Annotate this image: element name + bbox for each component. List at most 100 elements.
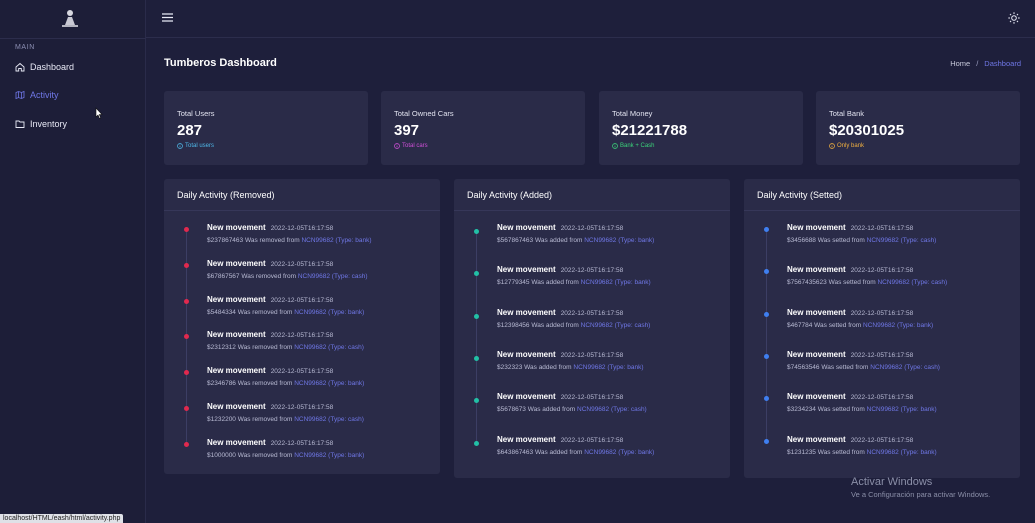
timeline-item: New movement 2022-12-05T16:17:58 $1231235 …: [744, 435, 1020, 459]
movement-amount: $1232200: [207, 416, 236, 423]
movement-target-link[interactable]: NCN99682 (Type: bank): [573, 363, 644, 371]
timeline-dot-icon: [184, 298, 189, 304]
movement-target-link[interactable]: NCN99682 (Type: bank): [866, 406, 937, 414]
topbar: [146, 0, 1035, 38]
movement-target-link[interactable]: NCN99682 (Type: cash): [297, 272, 368, 280]
sidebar-item-dashboard[interactable]: Dashboard: [15, 59, 74, 75]
timeline-dot-icon: [184, 370, 189, 376]
movement-timestamp: 2022-12-05T16:17:58: [560, 436, 624, 444]
home-icon: [15, 62, 25, 72]
movement-amount: $12779345: [497, 279, 530, 287]
movement-title: New movement 2022-12-05T16:17:58: [497, 308, 623, 317]
movement-target-link[interactable]: NCN99682 (Type: cash): [877, 279, 948, 287]
movement-target-link[interactable]: NCN99682 (Type: bank): [866, 448, 937, 456]
activity-panel: Daily Activity (Added) New movement 2022-1…: [454, 179, 730, 478]
timeline-dot-icon: [184, 262, 189, 268]
movement-timestamp: 2022-12-05T16:17:58: [850, 267, 914, 275]
movement-action: Was added from: [527, 406, 576, 414]
movement-action: Was setted from: [814, 321, 862, 329]
timeline-dot-icon: [474, 440, 479, 446]
movement-amount: $2346786: [207, 380, 236, 388]
movement-description: $3456688 Was setted from NCN99682 (Type:…: [787, 237, 936, 244]
sun-icon[interactable]: [1008, 12, 1020, 24]
movement-amount: $74563546: [787, 363, 820, 371]
movement-target-link[interactable]: NCN99682 (Type: cash): [580, 321, 651, 329]
stat-card-value: 397: [394, 122, 420, 139]
timeline-item: New movement 2022-12-05T16:17:58 $75674356…: [744, 265, 1020, 289]
movement-timestamp: 2022-12-05T16:17:58: [560, 309, 624, 317]
movement-target-link[interactable]: NCN99682 (Type: bank): [294, 308, 365, 316]
stat-card-title: Total Owned Cars: [394, 109, 454, 118]
movement-title-text: New movement: [497, 349, 556, 359]
mouse-cursor-icon: [95, 107, 103, 119]
movement-target-link[interactable]: NCN99682 (Type: bank): [580, 279, 651, 287]
movement-title: New movement 2022-12-05T16:17:58: [787, 392, 913, 401]
movement-timestamp: 2022-12-05T16:17:58: [560, 267, 624, 275]
movement-timestamp: 2022-12-05T16:17:58: [850, 309, 914, 317]
movement-title-text: New movement: [207, 223, 266, 232]
movement-target-link[interactable]: NCN99682 (Type: bank): [301, 237, 372, 244]
logo-icon[interactable]: [59, 8, 81, 28]
watermark-title: Activar Windows: [851, 476, 933, 488]
movement-title: New movement 2022-12-05T16:17:58: [497, 265, 623, 274]
movement-action: Was added from: [531, 279, 579, 287]
movement-title: New movement 2022-12-05T16:17:58: [787, 350, 913, 359]
sidebar-item-activity[interactable]: Activity: [15, 87, 59, 103]
movement-target-link[interactable]: NCN99682 (Type: cash): [870, 363, 940, 371]
timeline-item: New movement 2022-12-05T16:17:58 $2346786 …: [164, 366, 440, 390]
movement-title: New movement 2022-12-05T16:17:58: [497, 350, 623, 359]
movement-description: $12779345 Was added from NCN99682 (Type:…: [497, 279, 651, 286]
timeline-line: [766, 227, 767, 441]
stat-card-title: Total Users: [177, 109, 215, 118]
movement-title-text: New movement: [207, 330, 266, 340]
timeline-item: New movement 2022-12-05T16:17:58 $74563546…: [744, 350, 1020, 374]
movement-title: New movement 2022-12-05T16:17:58: [207, 402, 333, 411]
movement-amount: $1000000: [207, 451, 236, 459]
movement-description: $5678673 Was added from NCN99682 (Type: …: [497, 406, 647, 413]
movement-target-link[interactable]: NCN99682 (Type: bank): [584, 448, 655, 456]
sidebar-divider: [0, 38, 146, 39]
movement-title-text: New movement: [207, 437, 266, 447]
stat-card-subtitle: Bank + Cash: [612, 143, 655, 149]
movement-target-link[interactable]: NCN99682 (Type: cash): [577, 406, 647, 414]
movement-title: New movement 2022-12-05T16:17:58: [207, 366, 333, 375]
info-circle-icon: [177, 143, 183, 149]
movement-target-link[interactable]: NCN99682 (Type: cash): [294, 344, 364, 352]
movement-target-link[interactable]: NCN99682 (Type: cash): [866, 237, 937, 244]
movement-target-link[interactable]: NCN99682 (Type: bank): [584, 237, 655, 244]
movement-action: Was added from: [524, 363, 572, 371]
stat-card-value: $21221788: [612, 122, 688, 139]
timeline-item: New movement 2022-12-05T16:17:58 $67867567…: [164, 259, 440, 283]
activity-panel-title: Daily Activity (Removed): [164, 179, 440, 211]
movement-target-link[interactable]: NCN99682 (Type: bank): [863, 321, 934, 329]
breadcrumb-current: Dashboard: [984, 59, 1021, 68]
movement-description: $643867463 Was added from NCN99682 (Type…: [497, 449, 654, 456]
sidebar-item-label: Inventory: [30, 119, 68, 129]
movement-description: $67867567 Was removed from NCN99682 (Typ…: [207, 273, 368, 280]
movement-target-link[interactable]: NCN99682 (Type: cash): [294, 416, 364, 423]
movement-description: $1000000 Was removed from NCN99682 (Type…: [207, 452, 364, 459]
movement-amount: $2312312: [207, 344, 236, 352]
movement-timestamp: 2022-12-05T16:17:58: [850, 351, 914, 359]
movement-description: $3234234 Was setted from NCN99682 (Type:…: [787, 406, 937, 413]
hamburger-menu-icon[interactable]: [162, 13, 173, 22]
timeline-dot-icon: [474, 229, 479, 234]
info-circle-icon: [829, 143, 835, 149]
timeline-dot-icon: [764, 396, 769, 402]
timeline-dot-icon: [764, 269, 769, 275]
movement-title: New movement 2022-12-05T16:17:58: [207, 259, 333, 268]
movement-target-link[interactable]: NCN99682 (Type: bank): [294, 380, 365, 388]
movement-timestamp: 2022-12-05T16:17:58: [560, 225, 624, 232]
movement-title: New movement 2022-12-05T16:17:58: [787, 308, 913, 317]
sidebar-section-label: MAIN: [15, 44, 35, 51]
movement-action: Was added from: [534, 237, 583, 244]
stat-card-subtitle-text: Bank + Cash: [620, 143, 655, 149]
movement-target-link[interactable]: NCN99682 (Type: bank): [294, 451, 365, 459]
timeline-item: New movement 2022-12-05T16:17:58 $64386746…: [454, 435, 730, 459]
breadcrumb-home-link[interactable]: Home: [950, 59, 971, 68]
timeline-line: [476, 229, 477, 443]
movement-description: $2312312 Was removed from NCN99682 (Type…: [207, 344, 364, 351]
map-icon: [15, 90, 25, 100]
stat-card: Total Money $21221788 Bank + Cash: [599, 91, 803, 165]
sidebar-item-inventory[interactable]: Inventory: [15, 116, 67, 132]
